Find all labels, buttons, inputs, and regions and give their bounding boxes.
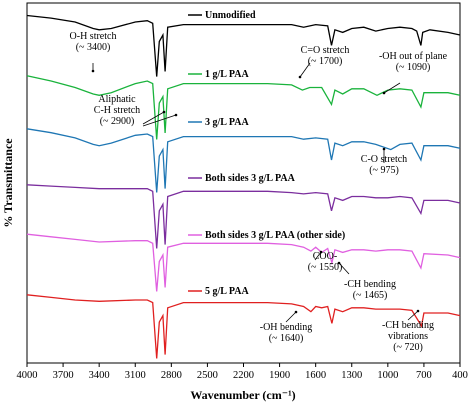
x-tick-label-6: 2200 — [233, 370, 254, 381]
annotation-line: COO- — [313, 251, 337, 262]
x-tick-label-4: 2800 — [161, 370, 182, 381]
annotation-line: (~ 3400) — [76, 42, 111, 53]
annotation-pointer-tip — [416, 309, 420, 313]
annotation-0: O-H stretch(~ 3400) — [70, 31, 117, 73]
legend-label-2: 3 g/L PAA — [205, 117, 249, 128]
annotation-pointer-tip — [174, 113, 178, 117]
annotation-pointer — [299, 62, 311, 78]
annotation-pointer — [314, 251, 322, 261]
annotation-line: (~ 975) — [369, 165, 399, 176]
annotation-3: -OH out of plane(~ 1090) — [379, 51, 448, 95]
annotation-6: -CH bending(~ 1465) — [337, 261, 396, 301]
x-tick-label-1: 3700 — [53, 370, 74, 381]
legend-label-0: Unmodified — [205, 10, 256, 21]
annotation-pointer-tip — [337, 261, 341, 265]
annotation-pointer — [383, 82, 401, 94]
annotation-line: -OH bending — [260, 322, 313, 333]
series-line-0 — [26, 14, 461, 77]
x-tick-label-11: 700 — [416, 370, 432, 381]
annotation-line: vibrations — [388, 331, 428, 342]
annotation-pointer-tip — [382, 91, 386, 95]
x-axis-title: Wavenumber (cm⁻¹) — [190, 388, 295, 402]
annotation-pointer — [142, 111, 165, 125]
legend-label-3: Both sides 3 g/L PAA — [205, 173, 296, 184]
annotation-line: (~ 1090) — [396, 62, 431, 73]
legend-layer: Unmodified 1 g/L PAA 3 g/L PAA Both sides 3… — [188, 10, 345, 297]
annotation-line: C-H stretch — [94, 105, 140, 116]
series-line-2 — [26, 128, 461, 193]
annotation-line: -CH bending — [382, 320, 434, 331]
annotation-pointer-tip — [162, 110, 166, 114]
x-tick-label-2: 3400 — [89, 370, 110, 381]
x-tick-label-7: 1900 — [269, 370, 290, 381]
legend-label-4: Both sides 3 g/L PAA (other side) — [205, 230, 345, 241]
series-layer — [26, 14, 461, 359]
series-line-4 — [26, 233, 461, 292]
annotation-pointer-tip — [382, 147, 386, 151]
annotation-line: -OH out of plane — [379, 51, 448, 62]
y-axis-title: % Transmittance — [1, 138, 15, 228]
legend-label-1: 1 g/L PAA — [205, 69, 249, 80]
annotation-pointer — [407, 310, 419, 321]
annotation-line: Aliphatic — [98, 94, 136, 105]
x-tick-label-10: 1000 — [377, 370, 398, 381]
annotation-line: (~ 1640) — [269, 333, 304, 344]
annotation-line: (~ 720) — [393, 342, 423, 353]
annotation-line: -CH bending — [344, 279, 396, 290]
annotation-line: (~ 2900) — [100, 116, 135, 127]
annotation-4: C-O stretch(~ 975) — [361, 147, 407, 176]
annotation-pointer-tip — [294, 310, 298, 314]
annotation-pointer — [142, 114, 177, 127]
annotation-pointer-tip — [319, 250, 323, 254]
annotation-2: C=O stretch(~ 1700) — [298, 45, 350, 79]
series-line-1 — [26, 75, 461, 140]
x-tick-layer: 4000 3700 3400 3100 2800 2500 2200 1900 1600 1300… — [17, 363, 468, 381]
annotation-line: C=O stretch — [301, 45, 350, 56]
series-line-5 — [26, 294, 461, 359]
x-tick-label-8: 1600 — [305, 370, 326, 381]
annotation-pointer-tip — [298, 75, 302, 79]
annotation-line: (~ 1550) — [308, 262, 343, 273]
annotation-5: COO-(~ 1550) — [308, 250, 343, 273]
x-tick-label-5: 2500 — [197, 370, 218, 381]
series-line-3 — [26, 184, 461, 249]
x-tick-label-9: 1300 — [341, 370, 362, 381]
x-tick-label-3: 3100 — [125, 370, 146, 381]
x-tick-label-12: 400 — [452, 370, 468, 381]
annotation-line: (~ 1465) — [353, 290, 388, 301]
x-tick-label-0: 4000 — [17, 370, 38, 381]
annotation-pointer — [338, 262, 350, 275]
annotation-pointer-tip — [91, 69, 95, 73]
annotation-line: O-H stretch — [70, 31, 117, 42]
annotation-line: (~ 1700) — [308, 56, 343, 67]
legend-label-5: 5 g/L PAA — [205, 286, 249, 297]
annotation-7: -OH bending(~ 1640) — [260, 310, 313, 344]
annotation-pointer — [285, 311, 297, 323]
